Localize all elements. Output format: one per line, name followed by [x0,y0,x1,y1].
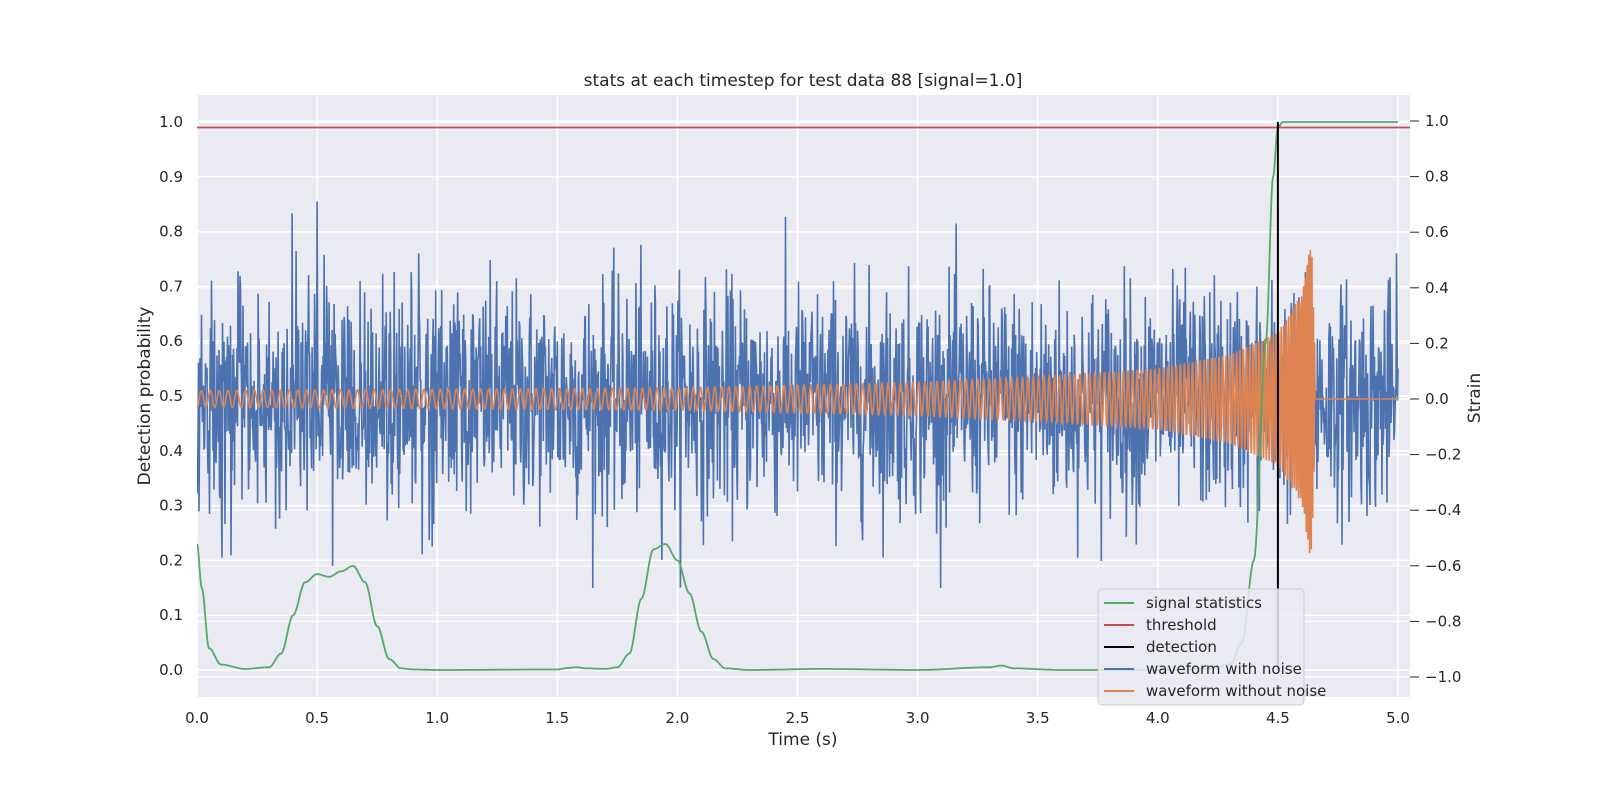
y-axis-title: Detection probability [135,307,155,486]
y-tick-label: 0.2 [159,551,183,569]
y2-axis-title: Strain [1465,373,1485,423]
x-tick-label: 0.0 [185,709,209,727]
y2-tick-label: 0.6 [1425,223,1449,241]
x-tick-label: 1.0 [425,709,449,727]
y-tick-label: 0.3 [159,497,183,515]
y2-tick-label: 1.0 [1425,112,1449,130]
y2-tick-label: −0.8 [1425,612,1461,630]
y-tick-label: 1.0 [159,113,183,131]
x-tick-label: 5.0 [1386,709,1410,727]
legend: signal statistics threshold detection wa… [1097,588,1326,706]
y-tick-labels: 0.0 0.1 0.2 0.3 0.4 0.5 0.6 0.7 0.8 0.9 1.0 [159,113,183,679]
y-tick-label: 0.4 [159,442,183,460]
x-tick-label: 3.0 [906,709,930,727]
x-tick-label: 2.0 [665,709,689,727]
y2-tick-label: 0.0 [1425,390,1449,408]
y-tick-label: 0.9 [159,168,183,186]
y-tick-label: 0.8 [159,223,183,241]
legend-label-detection: detection [1146,638,1217,656]
y2-tick-label: 0.4 [1425,279,1449,297]
legend-label-waveform-with-noise: waveform with noise [1146,660,1302,678]
legend-label-waveform-without-noise: waveform without noise [1146,682,1326,700]
x-tick-labels: 0.0 0.5 1.0 1.5 2.0 2.5 3.0 3.5 4.0 4.5 5.0 [185,709,1410,727]
y2-tick-label: −1.0 [1425,668,1461,686]
y2-tick-label: 0.8 [1425,168,1449,186]
chart-title: stats at each timestep for test data 88 … [584,71,1023,91]
waveform-without-noise-line [197,249,1398,554]
y2-tick-label: 0.2 [1425,334,1449,352]
y-tick-label: 0.0 [159,661,183,679]
y-tick-label: 0.1 [159,606,183,624]
x-tick-label: 4.5 [1266,709,1290,727]
x-tick-label: 3.5 [1026,709,1050,727]
x-tick-label: 0.5 [305,709,329,727]
y2-tick-labels: −1.0 −0.8 −0.6 −0.4 −0.2 0.0 0.2 0.4 0.6 0.8 1.0 [1410,112,1461,686]
y2-tick-label: −0.2 [1425,446,1461,464]
legend-label-threshold: threshold [1146,616,1217,634]
legend-box [1097,588,1305,706]
legend-label-signal-statistics: signal statistics [1146,594,1262,612]
x-axis-title: Time (s) [767,730,837,750]
y-tick-label: 0.7 [159,277,183,295]
x-tick-label: 1.5 [545,709,569,727]
x-tick-label: 4.0 [1146,709,1170,727]
y2-tick-label: −0.4 [1425,501,1461,519]
y-tick-label: 0.6 [159,332,183,350]
x-tick-label: 2.5 [786,709,810,727]
y2-tick-label: −0.6 [1425,557,1461,575]
y-tick-label: 0.5 [159,387,183,405]
